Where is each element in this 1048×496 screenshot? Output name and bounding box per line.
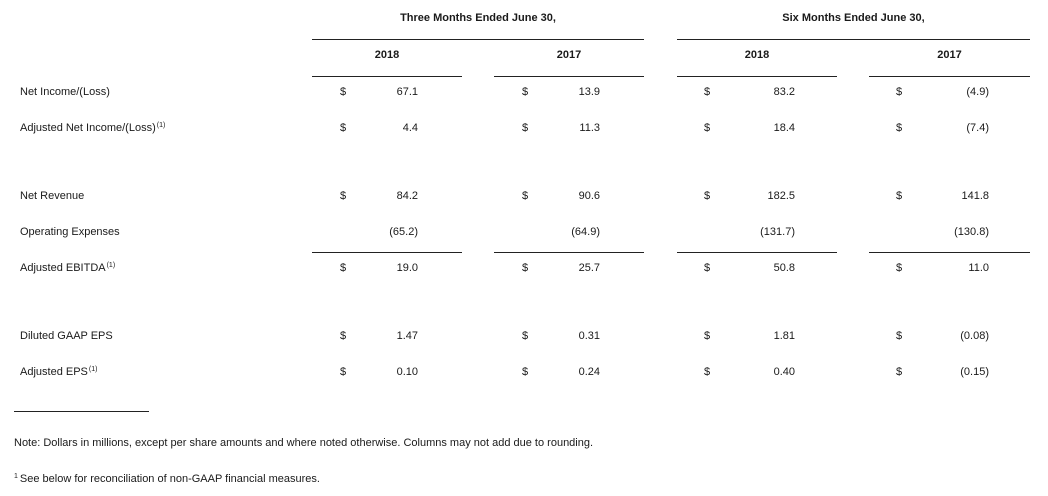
- dollar-sign-adjusted-net-income-loss-q-2018: $: [340, 122, 347, 134]
- year-rule-ytd-2017: [869, 76, 1030, 77]
- subtotal-rule-ytd-2017: [869, 252, 1030, 253]
- value-diluted-gaap-eps-q-2017: 0.31: [578, 330, 600, 342]
- row-label-net-revenue: Net Revenue: [20, 190, 84, 202]
- dollar-sign-diluted-gaap-eps-ytd-2017: $: [896, 330, 903, 342]
- value-adjusted-eps-ytd-2017: (0.15): [960, 366, 989, 378]
- dollar-sign-net-income-loss-ytd-2017: $: [896, 86, 903, 98]
- dollar-sign-net-income-loss-q-2018: $: [340, 86, 347, 98]
- value-net-revenue-q-2018: 84.2: [396, 190, 418, 202]
- dollar-sign-net-revenue-q-2018: $: [340, 190, 347, 202]
- dollar-sign-adjusted-ebitda-ytd-2017: $: [896, 262, 903, 274]
- footnote-separator: [14, 411, 149, 412]
- note-text: Note: Dollars in millions, except per sh…: [14, 437, 594, 449]
- footnote-text: See below for reconciliation of non-GAAP…: [19, 473, 320, 485]
- value-operating-expenses-ytd-2017: (130.8): [954, 226, 989, 238]
- row-label-text: Adjusted EPS: [20, 366, 88, 378]
- row-label-text: Diluted GAAP EPS: [20, 330, 113, 342]
- value-adjusted-net-income-loss-ytd-2017: (7.4): [966, 122, 989, 134]
- subtotal-rule-q-2018: [312, 252, 462, 253]
- row-footnote-ref: (1): [88, 366, 98, 373]
- value-operating-expenses-ytd-2018: (131.7): [760, 226, 795, 238]
- footnote-marker: 1: [14, 473, 18, 480]
- value-net-revenue-q-2017: 90.6: [578, 190, 600, 202]
- value-operating-expenses-q-2018: (65.2): [389, 226, 418, 238]
- year-rule-ytd-2018: [677, 76, 837, 77]
- value-net-income-loss-q-2018: 67.1: [396, 86, 418, 98]
- value-adjusted-net-income-loss-ytd-2018: 18.4: [773, 122, 795, 134]
- dollar-sign-adjusted-eps-ytd-2018: $: [704, 366, 711, 378]
- row-label-operating-expenses: Operating Expenses: [20, 226, 120, 238]
- year-header-q-2017: 2017: [556, 49, 582, 61]
- value-adjusted-ebitda-ytd-2017: 11.0: [968, 262, 989, 274]
- year-header-ytd-2017: 2017: [937, 49, 962, 61]
- dollar-sign-adjusted-eps-q-2018: $: [340, 366, 347, 378]
- row-label-adjusted-ebitda: Adjusted EBITDA(1): [20, 262, 115, 274]
- row-footnote-ref: (1): [156, 122, 166, 129]
- subtotal-rule-q-2017: [494, 252, 644, 253]
- period-rule-three-months: [312, 39, 644, 40]
- row-label-adjusted-net-income-loss: Adjusted Net Income/(Loss)(1): [20, 122, 165, 134]
- footnote-reconciliation: 1 See below for reconciliation of non-GAA…: [14, 473, 320, 485]
- row-label-text: Adjusted EBITDA: [20, 262, 106, 274]
- dollar-sign-adjusted-net-income-loss-ytd-2017: $: [896, 122, 903, 134]
- dollar-sign-diluted-gaap-eps-ytd-2018: $: [704, 330, 711, 342]
- dollar-sign-net-revenue-ytd-2017: $: [896, 190, 903, 202]
- value-net-income-loss-q-2017: 13.9: [578, 86, 600, 98]
- year-header-ytd-2018: 2018: [744, 49, 770, 61]
- value-operating-expenses-q-2017: (64.9): [571, 226, 600, 238]
- value-net-income-loss-ytd-2018: 83.2: [773, 86, 795, 98]
- period-header-three-months: Three Months Ended June 30,: [400, 12, 556, 24]
- value-net-revenue-ytd-2017: 141.8: [961, 190, 989, 202]
- dollar-sign-diluted-gaap-eps-q-2017: $: [522, 330, 529, 342]
- row-label-diluted-gaap-eps: Diluted GAAP EPS: [20, 330, 113, 342]
- year-header-q-2018: 2018: [374, 49, 400, 61]
- value-diluted-gaap-eps-ytd-2018: 1.81: [773, 330, 795, 342]
- row-label-text: Operating Expenses: [20, 226, 120, 238]
- dollar-sign-adjusted-eps-ytd-2017: $: [896, 366, 903, 378]
- value-adjusted-net-income-loss-q-2018: 4.4: [402, 122, 418, 134]
- dollar-sign-adjusted-eps-q-2017: $: [522, 366, 529, 378]
- dollar-sign-net-revenue-ytd-2018: $: [704, 190, 711, 202]
- value-adjusted-ebitda-q-2018: 19.0: [396, 262, 418, 274]
- value-net-revenue-ytd-2018: 182.5: [767, 190, 795, 202]
- dollar-sign-adjusted-ebitda-q-2017: $: [522, 262, 529, 274]
- dollar-sign-adjusted-ebitda-q-2018: $: [340, 262, 347, 274]
- value-adjusted-eps-q-2018: 0.10: [396, 366, 418, 378]
- dollar-sign-adjusted-net-income-loss-q-2017: $: [522, 122, 529, 134]
- value-adjusted-ebitda-q-2017: 25.7: [578, 262, 600, 274]
- year-rule-q-2018: [312, 76, 462, 77]
- value-adjusted-eps-q-2017: 0.24: [578, 366, 600, 378]
- row-label-adjusted-eps: Adjusted EPS(1): [20, 366, 97, 378]
- dollar-sign-diluted-gaap-eps-q-2018: $: [340, 330, 347, 342]
- value-net-income-loss-ytd-2017: (4.9): [966, 86, 989, 98]
- year-rule-q-2017: [494, 76, 644, 77]
- row-footnote-ref: (1): [106, 262, 116, 269]
- row-label-text: Net Revenue: [20, 190, 85, 202]
- period-rule-six-months: [677, 39, 1030, 40]
- row-label-net-income-loss: Net Income/(Loss): [20, 86, 110, 98]
- value-adjusted-net-income-loss-q-2017: 11.3: [579, 122, 600, 134]
- row-label-text: Adjusted Net Income/(Loss): [20, 122, 156, 134]
- value-adjusted-ebitda-ytd-2018: 50.8: [773, 262, 795, 274]
- value-diluted-gaap-eps-ytd-2017: (0.08): [960, 330, 989, 342]
- dollar-sign-adjusted-ebitda-ytd-2018: $: [704, 262, 711, 274]
- dollar-sign-net-revenue-q-2017: $: [522, 190, 529, 202]
- value-diluted-gaap-eps-q-2018: 1.47: [396, 330, 418, 342]
- dollar-sign-net-income-loss-q-2017: $: [522, 86, 529, 98]
- dollar-sign-net-income-loss-ytd-2018: $: [704, 86, 711, 98]
- period-header-six-months: Six Months Ended June 30,: [782, 12, 925, 24]
- value-adjusted-eps-ytd-2018: 0.40: [773, 366, 795, 378]
- row-label-text: Net Income/(Loss): [20, 86, 110, 98]
- subtotal-rule-ytd-2018: [677, 252, 837, 253]
- dollar-sign-adjusted-net-income-loss-ytd-2018: $: [704, 122, 711, 134]
